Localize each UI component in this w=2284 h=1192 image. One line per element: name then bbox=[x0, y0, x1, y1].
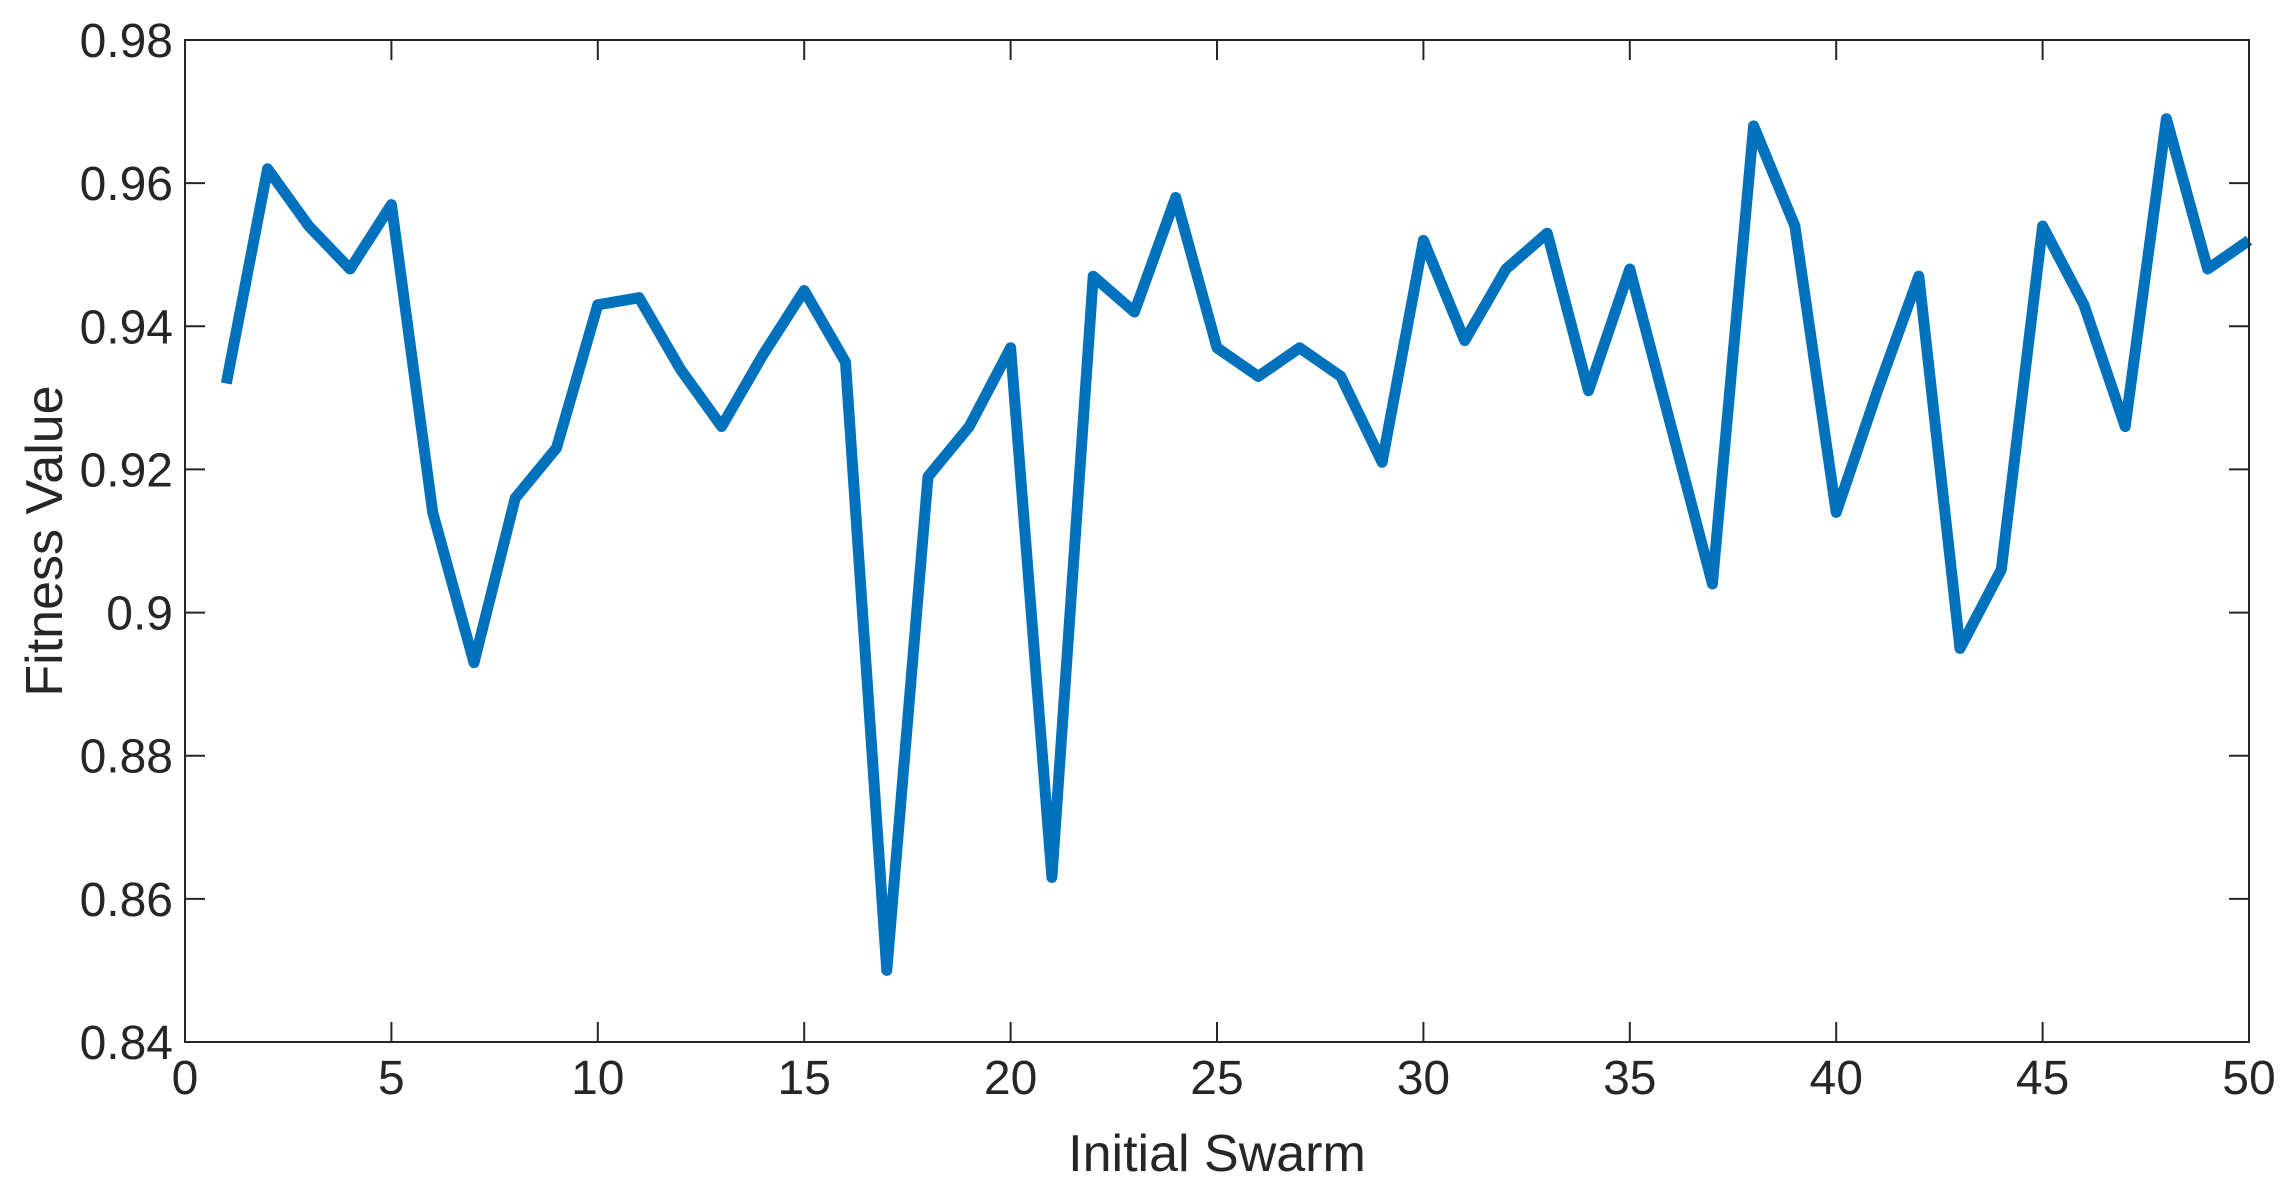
x-tick-label: 10 bbox=[571, 1052, 624, 1105]
y-tick-label: 0.92 bbox=[80, 444, 173, 497]
x-tick-label: 35 bbox=[1603, 1052, 1656, 1105]
x-axis-title: Initial Swarm bbox=[1068, 1125, 1366, 1183]
plot-background bbox=[185, 40, 2249, 1042]
x-axis-ticks: 0 5 10 15 20 25 30 35 40 45 50 bbox=[172, 40, 2276, 1105]
x-tick-label: 5 bbox=[378, 1052, 405, 1105]
x-tick-label: 15 bbox=[778, 1052, 831, 1105]
x-tick-label: 40 bbox=[1810, 1052, 1863, 1105]
y-tick-label: 0.96 bbox=[80, 158, 173, 211]
y-tick-label: 0.84 bbox=[80, 1017, 173, 1070]
y-axis-ticks: 0.84 0.86 0.88 0.9 0.92 0.94 0.96 0.98 bbox=[80, 15, 2249, 1070]
x-tick-label: 30 bbox=[1397, 1052, 1450, 1105]
x-tick-label: 20 bbox=[984, 1052, 1037, 1105]
plot-frame bbox=[184, 39, 2250, 1043]
y-tick-label: 0.94 bbox=[80, 301, 173, 354]
y-tick-label: 0.88 bbox=[80, 731, 173, 784]
x-tick-label: 50 bbox=[2222, 1052, 2275, 1105]
fitness-value-line bbox=[220, 113, 2253, 976]
y-tick-label: 0.86 bbox=[80, 874, 173, 927]
y-tick-label: 0.9 bbox=[106, 588, 173, 641]
y-tick-label: 0.98 bbox=[80, 15, 173, 68]
x-tick-label: 45 bbox=[2016, 1052, 2069, 1105]
y-axis-title: Fitness Value bbox=[16, 385, 74, 696]
x-tick-label: 25 bbox=[1190, 1052, 1243, 1105]
x-tick-label: 0 bbox=[172, 1052, 199, 1105]
